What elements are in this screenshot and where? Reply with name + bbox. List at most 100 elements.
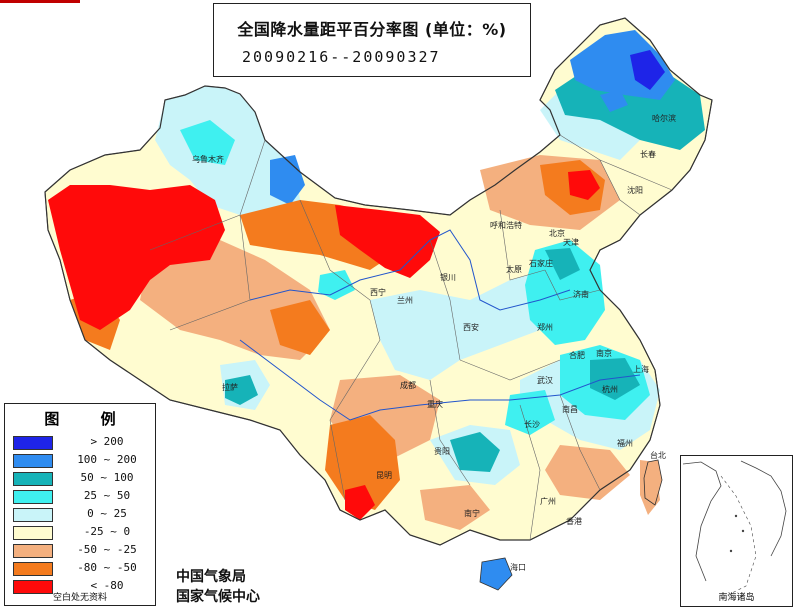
city-label: 拉萨: [222, 382, 238, 392]
city-label: 石家庄: [529, 258, 553, 268]
legend-label: < -80: [90, 579, 124, 592]
inset-island: [729, 549, 733, 553]
legend-item: < -80: [11, 578, 151, 595]
city-label: 郑州: [537, 322, 553, 332]
city-label: 长沙: [524, 419, 540, 429]
inset-dashed-line: [720, 475, 757, 597]
legend-swatch: [13, 580, 53, 594]
city-label: 贵阳: [434, 446, 450, 456]
city-label: 武汉: [537, 375, 553, 385]
zone-red: [48, 185, 225, 330]
legend-label: -80 ~ -50: [77, 561, 137, 574]
legend-swatch: [13, 454, 53, 468]
zone-cyan: [505, 390, 555, 435]
city-label: 沈阳: [627, 185, 643, 195]
city-label: 南昌: [562, 404, 578, 414]
map-period: 20090216--20090327: [242, 48, 441, 66]
legend-label: 100 ~ 200: [77, 453, 137, 466]
corner-mark: [0, 0, 80, 3]
legend-item: 25 ~ 50: [11, 488, 151, 505]
city-label: 济南: [573, 289, 589, 299]
zone-cyan: [180, 120, 235, 165]
inset-coastline: [740, 460, 787, 557]
city-label: 昆明: [376, 471, 392, 480]
inset-island: [734, 514, 738, 518]
zone-orange: [270, 300, 330, 355]
south-china-sea-inset: 南海诸岛: [680, 455, 793, 607]
zone-teal: [450, 432, 500, 472]
province-borders: [149, 134, 673, 541]
city-label: 哈尔滨: [652, 113, 676, 123]
legend: 图 例 > 200 100 ~ 200 50 ~ 100 25 ~ 50 0 ~…: [4, 403, 156, 606]
city-label: 长春: [640, 149, 656, 159]
legend-label: 0 ~ 25: [87, 507, 127, 520]
city-label: 杭州: [602, 384, 618, 394]
legend-swatch: [13, 526, 53, 540]
legend-item: 50 ~ 100: [11, 470, 151, 487]
legend-swatch: [13, 562, 53, 576]
zone-orange: [325, 415, 400, 510]
zone-teal: [590, 358, 640, 400]
city-label: 西安: [463, 322, 479, 332]
inset-map: [682, 460, 787, 597]
hainan-island: [479, 557, 513, 591]
legend-swatch: [13, 490, 53, 504]
zone-dark-blue: [630, 50, 665, 90]
legend-label: -25 ~ 0: [83, 525, 131, 538]
agency-name: 中国气象局: [176, 569, 246, 585]
zone-blue: [270, 155, 305, 205]
legend-swatch: [13, 472, 53, 486]
zone-red: [335, 205, 440, 278]
city-label: 上海: [633, 364, 649, 374]
city-label: 天津: [563, 237, 579, 247]
zone-light-orange: [545, 445, 630, 500]
zone-light-blue: [370, 270, 560, 380]
city-label: 北京: [549, 228, 565, 238]
city-label: 乌鲁木齐: [192, 154, 224, 164]
legend-label: 25 ~ 50: [83, 489, 131, 502]
agency-center: 国家气候中心: [176, 589, 260, 605]
zone-teal: [545, 248, 580, 280]
legend-label: 50 ~ 100: [80, 471, 134, 484]
zone-cyan: [525, 240, 605, 345]
city-label: 南宁: [464, 508, 480, 518]
zone-cyan: [318, 270, 355, 300]
zone-blue: [600, 90, 628, 112]
zone-teal: [225, 375, 258, 405]
yangtze-river: [239, 339, 641, 421]
city-label: 太原: [506, 264, 522, 274]
city-label: 西宁: [370, 287, 386, 297]
city-label: 福州: [617, 439, 633, 448]
legend-note: 空白处无资料: [52, 593, 107, 603]
city-label: 广州: [540, 496, 556, 506]
legend-item: 0 ~ 25: [11, 506, 151, 523]
legend-item: -50 ~ -25: [11, 542, 151, 559]
legend-swatch: [13, 436, 53, 450]
legend-label: > 200: [90, 435, 124, 448]
title-box: 全国降水量距平百分率图 (单位：%) 20090216--20090327: [213, 3, 531, 77]
city-label: 海口: [510, 562, 526, 572]
city-label: 银川: [440, 272, 456, 282]
inset-coastline: [682, 461, 722, 582]
legend-item: -25 ~ 0: [11, 524, 151, 541]
legend-item: 100 ~ 200: [11, 452, 151, 469]
city-label: 台北: [650, 450, 666, 460]
legend-item: -80 ~ -50: [11, 560, 151, 577]
city-label: 重庆: [427, 399, 443, 409]
taiwan-island: [643, 459, 663, 506]
city-label: 兰州: [397, 295, 413, 305]
city-label: 呼和浩特: [490, 220, 522, 230]
city-markers: 哈尔滨 长春 沈阳 乌鲁木齐 呼和浩特 北京 天津 石家庄 太原 济南 银川 西…: [192, 113, 676, 572]
inset-island: [741, 529, 745, 533]
legend-swatch: [13, 508, 53, 522]
city-label: 香港: [566, 516, 582, 526]
legend-item: > 200: [11, 434, 151, 451]
legend-title: 图 例: [44, 410, 134, 428]
yellow-river: [249, 229, 571, 311]
inset-label: 南海诸岛: [718, 593, 755, 603]
map-title: 全国降水量距平百分率图 (单位：%): [237, 20, 507, 39]
zone-red: [345, 485, 375, 520]
city-label: 成都: [400, 380, 416, 390]
legend-label: -50 ~ -25: [77, 543, 137, 556]
